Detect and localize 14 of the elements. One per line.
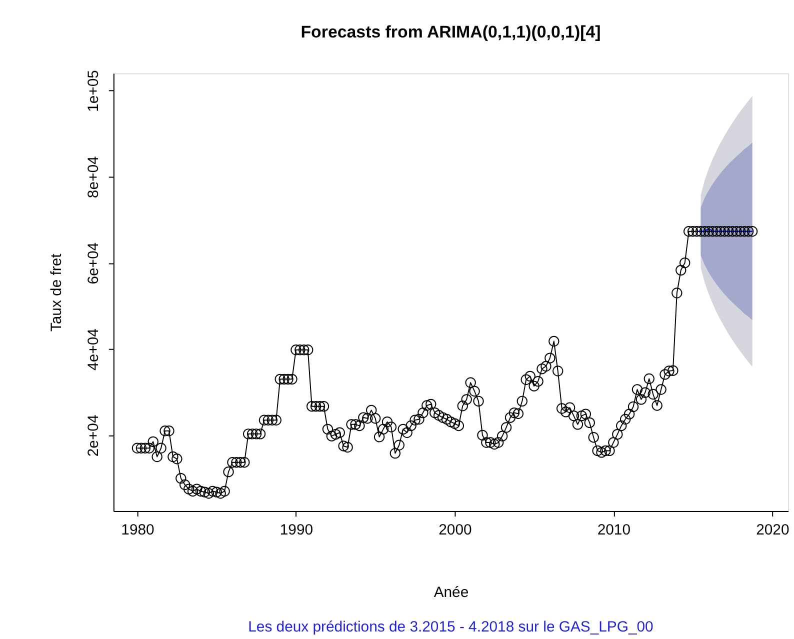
y-tick-label: 2e+04 <box>85 414 102 457</box>
y-tick-label: 6e+04 <box>85 242 102 284</box>
text: Les deux prédictions de 3.2015 - 4.2018 sur le GAS_LPG_00 <box>248 618 654 636</box>
x-tick-label: 2020 <box>756 521 790 538</box>
x-tick-label: 2000 <box>438 521 472 538</box>
y-tick-label: 8e+04 <box>85 156 102 198</box>
x-tick-label: 1990 <box>280 521 314 538</box>
y-tick-label: 4e+04 <box>85 328 102 370</box>
y-tick-label: 1e+05 <box>85 70 102 112</box>
chart-title: Forecasts from ARIMA(0,1,1)(0,0,1)[4] <box>300 22 601 42</box>
y-axis-title: Taux de fret <box>48 252 66 332</box>
x-tick-label: 2010 <box>597 521 631 538</box>
x-axis-title: Anée <box>434 584 469 602</box>
x-tick-label: 1980 <box>121 521 154 538</box>
